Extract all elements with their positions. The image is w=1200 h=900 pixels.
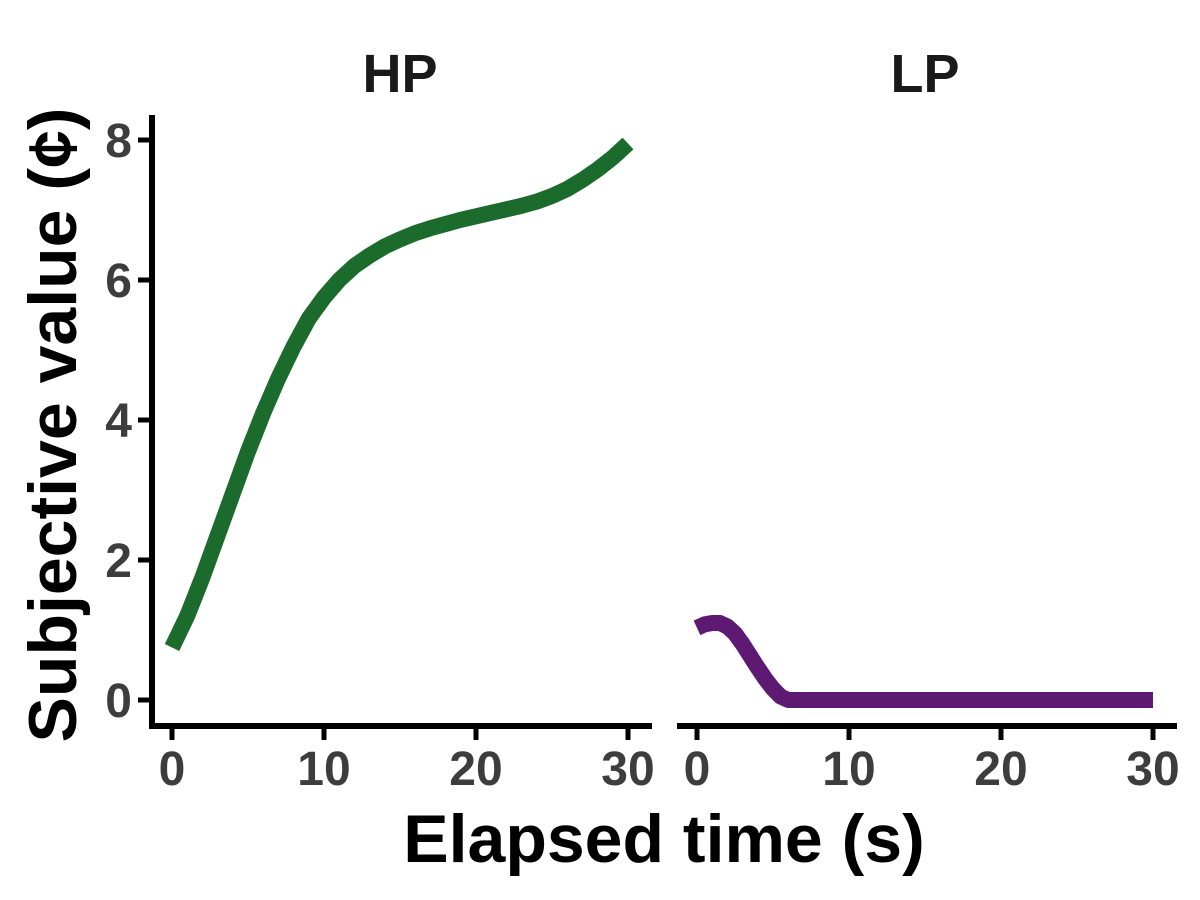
x-axis-title: Elapsed time (s) — [403, 801, 925, 877]
x-tick-label: 0 — [684, 743, 711, 796]
y-tick-label: 8 — [105, 115, 132, 168]
x-tick-label: 10 — [822, 743, 875, 796]
y-tick-label: 2 — [105, 535, 132, 588]
y-axis-title: Subjective value (¢) — [15, 108, 91, 743]
x-tick-label: 20 — [449, 743, 502, 796]
panel-title-lp: LP — [890, 44, 959, 104]
x-tick-label: 30 — [1126, 743, 1179, 796]
x-tick-label: 0 — [159, 743, 186, 796]
panel-hp: HP 0 2 4 6 8 0 10 20 30 — [105, 44, 654, 796]
series-group-lp — [693, 615, 1153, 708]
y-tick-label: 0 — [105, 675, 132, 728]
x-tick-label: 20 — [974, 743, 1027, 796]
x-tick-label: 30 — [601, 743, 654, 796]
series-line — [693, 615, 1153, 708]
panel-title-hp: HP — [362, 44, 437, 104]
y-tick-label: 6 — [105, 255, 132, 308]
panel-lp: LP 0 10 20 30 — [677, 44, 1180, 796]
series-line — [164, 137, 634, 651]
x-ticks-hp: 0 10 20 30 — [159, 726, 655, 796]
series-group-hp — [164, 137, 634, 651]
y-tick-label: 4 — [105, 395, 132, 448]
x-tick-label: 10 — [297, 743, 350, 796]
x-ticks-lp: 0 10 20 30 — [684, 726, 1180, 796]
y-ticks: 0 2 4 6 8 — [105, 115, 152, 728]
